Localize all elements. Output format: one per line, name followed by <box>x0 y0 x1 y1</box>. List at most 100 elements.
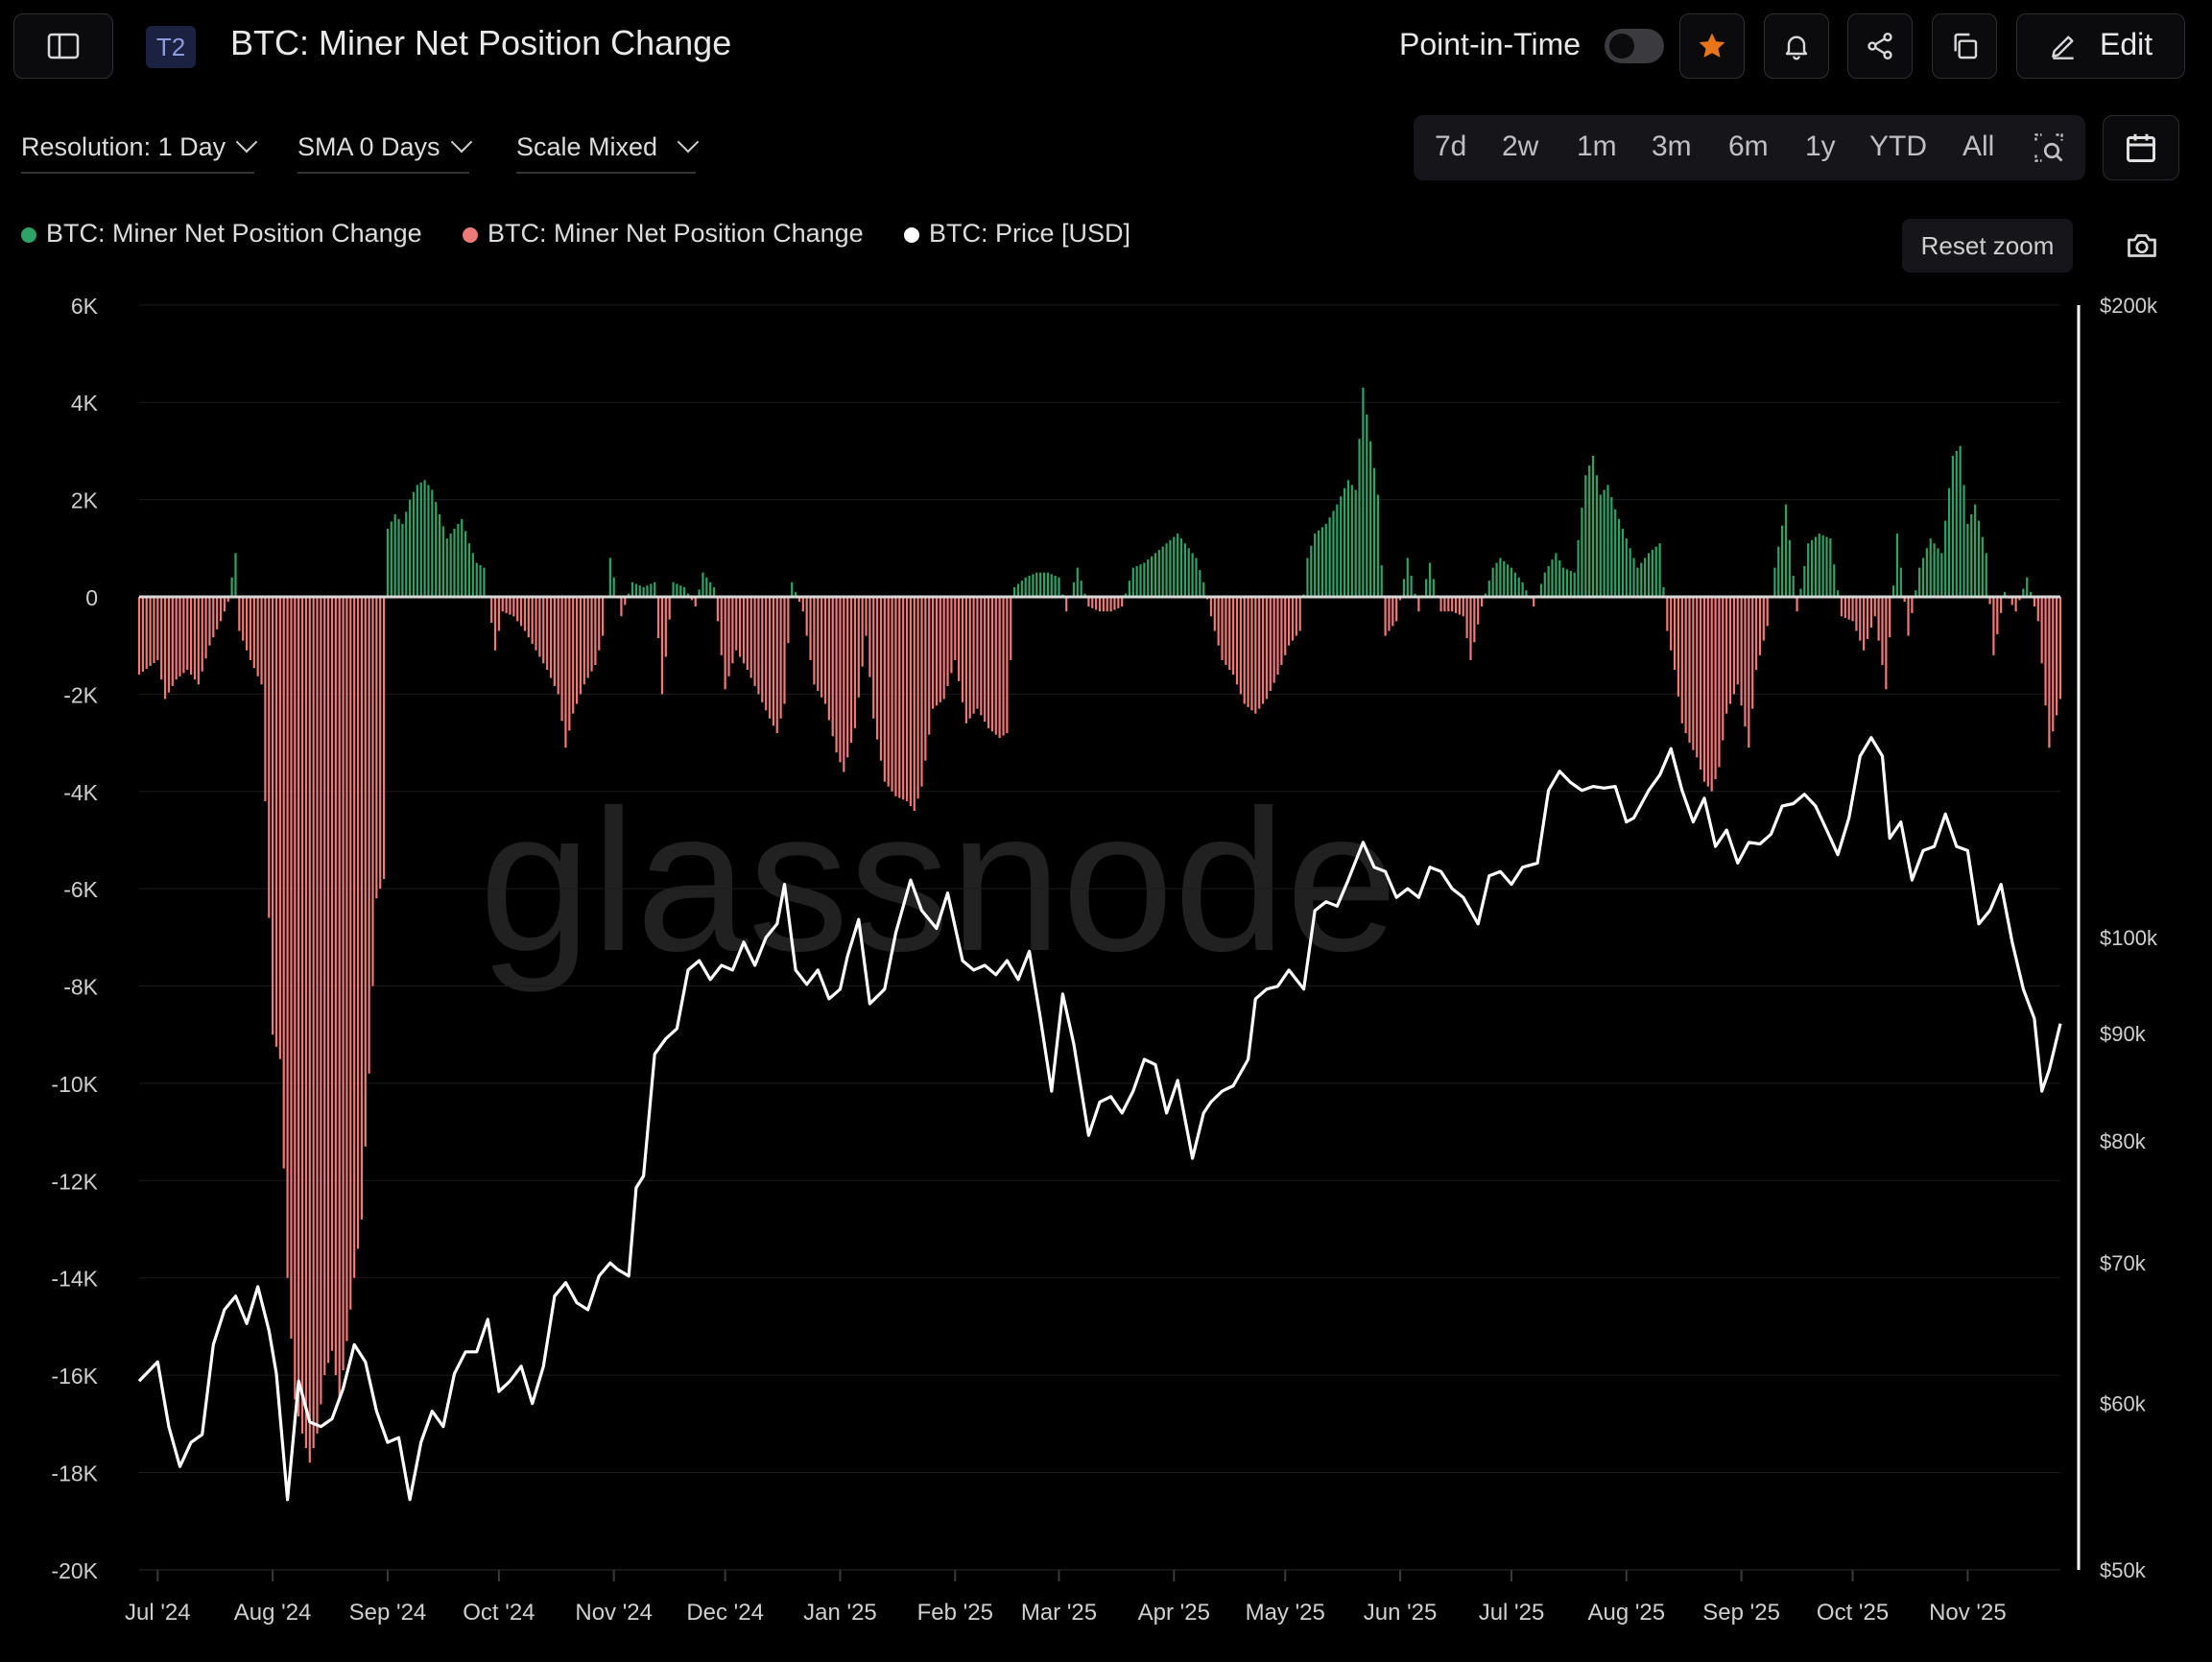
bar <box>720 597 723 655</box>
bar <box>1376 494 1379 597</box>
bar <box>876 597 879 740</box>
x-tick-label: Jan '25 <box>803 1600 877 1626</box>
range-6m[interactable]: 6m <box>1728 131 1769 162</box>
bar <box>749 597 752 678</box>
legend-item-positive[interactable]: BTC: Miner Net Position Change <box>21 219 422 249</box>
bar <box>731 597 734 664</box>
favorite-button[interactable] <box>1679 13 1745 79</box>
bar <box>1332 510 1335 597</box>
bar <box>924 597 927 761</box>
bar <box>1010 597 1012 660</box>
bar <box>412 492 416 597</box>
bar <box>297 597 300 1417</box>
bar <box>419 482 422 597</box>
bar <box>1276 597 1279 676</box>
bar <box>742 597 746 664</box>
sidebar-toggle-button[interactable] <box>13 13 113 79</box>
legend-dot-white <box>904 227 919 243</box>
bar <box>178 597 181 677</box>
bar <box>156 597 159 660</box>
range-1m[interactable]: 1m <box>1577 131 1617 162</box>
bar <box>702 572 704 597</box>
bar <box>1736 597 1739 685</box>
legend-item-price[interactable]: BTC: Price [USD] <box>904 219 1130 249</box>
bar <box>353 597 356 1278</box>
bar <box>1714 597 1717 780</box>
range-7d[interactable]: 7d <box>1435 131 1467 162</box>
alert-button[interactable] <box>1764 13 1829 79</box>
range-ytd[interactable]: YTD <box>1869 131 1927 162</box>
bar <box>368 597 370 1074</box>
scale-select[interactable]: Scale Mixed <box>516 131 700 174</box>
bar <box>483 567 486 597</box>
range-3m[interactable]: 3m <box>1652 131 1692 162</box>
bar <box>898 597 901 798</box>
bar <box>598 597 601 651</box>
bar <box>2048 597 2051 748</box>
bar <box>1895 534 1899 597</box>
bar <box>1680 597 1683 724</box>
range-1y[interactable]: 1y <box>1805 131 1836 162</box>
bar <box>431 489 434 597</box>
bar <box>794 591 797 597</box>
share-button[interactable] <box>1847 13 1913 79</box>
range-2w[interactable]: 2w <box>1502 131 1539 162</box>
bar <box>2052 597 2055 732</box>
bar <box>1083 593 1086 597</box>
y-left-tick-label: 2K <box>71 488 99 513</box>
camera-icon[interactable] <box>2125 228 2159 263</box>
bar <box>879 597 883 761</box>
bar <box>1573 572 1576 597</box>
bar <box>709 582 712 597</box>
bar <box>2010 597 2013 605</box>
bar <box>242 597 245 641</box>
bar <box>1221 597 1224 660</box>
resolution-select[interactable]: Resolution: 1 Day <box>21 131 258 174</box>
bar <box>891 597 893 792</box>
zoom-select-icon[interactable] <box>2032 131 2066 165</box>
bar <box>579 597 583 695</box>
bar <box>1035 572 1038 597</box>
bar <box>942 597 945 700</box>
reset-zoom-button[interactable]: Reset zoom <box>1902 219 2073 273</box>
point-in-time-toggle[interactable] <box>1605 29 1664 63</box>
bar <box>201 597 203 672</box>
x-tick-label: Sep '24 <box>349 1600 427 1626</box>
bar <box>2022 588 2025 597</box>
bar <box>902 597 905 800</box>
bar <box>300 597 304 1434</box>
bar <box>449 534 452 597</box>
bar <box>427 485 430 597</box>
bar <box>1591 455 1595 597</box>
bar <box>1032 574 1035 597</box>
bar <box>779 597 782 719</box>
bar <box>546 597 549 671</box>
bar <box>1117 597 1120 608</box>
bar <box>1024 577 1027 597</box>
bar <box>349 597 352 1310</box>
bar <box>137 597 141 676</box>
sidebar-icon <box>47 33 80 59</box>
legend-item-negative[interactable]: BTC: Miner Net Position Change <box>463 219 864 249</box>
bar <box>1647 553 1651 597</box>
bar <box>282 597 285 1169</box>
sma-select[interactable]: SMA 0 Days <box>297 131 472 174</box>
range-all[interactable]: All <box>1962 131 1995 162</box>
bar <box>320 597 322 1405</box>
edit-button[interactable] <box>2016 13 2185 79</box>
bar <box>1324 523 1327 597</box>
bar <box>1821 534 1824 597</box>
bar <box>1581 508 1583 597</box>
bar <box>256 597 259 677</box>
bar <box>197 597 200 685</box>
date-picker-button[interactable] <box>2103 115 2179 180</box>
bar <box>712 586 716 597</box>
bar <box>260 597 263 685</box>
bar <box>638 585 641 597</box>
bar <box>1866 597 1869 639</box>
bar <box>1555 553 1558 597</box>
duplicate-button[interactable] <box>1932 13 1997 79</box>
bar <box>1677 597 1680 697</box>
bar <box>1859 597 1862 641</box>
